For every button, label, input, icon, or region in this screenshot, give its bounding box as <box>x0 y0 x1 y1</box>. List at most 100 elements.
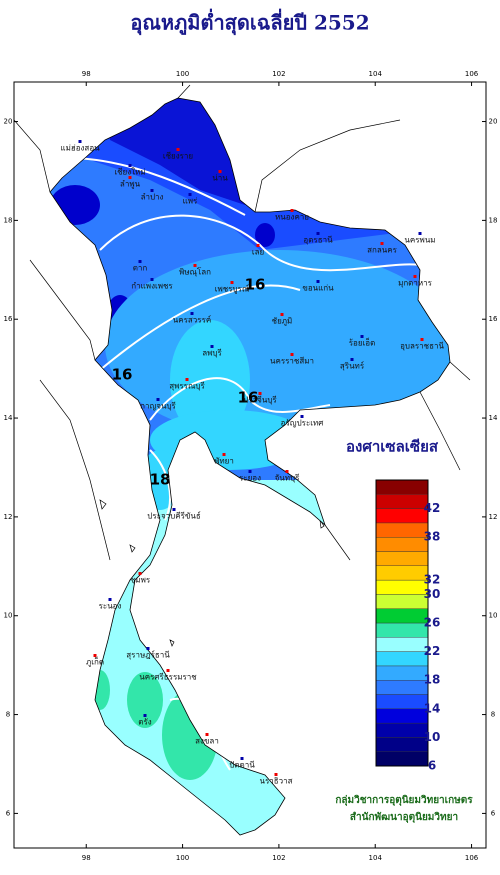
place-label: แพร่ <box>183 197 198 206</box>
legend-swatch <box>375 565 429 581</box>
y-tick-label: 10 <box>4 612 13 620</box>
legend-swatch <box>375 537 429 552</box>
place-label: ตรัง <box>138 718 151 727</box>
place-label: น่าน <box>212 174 228 183</box>
place-label: ประจวบคีรีขันธ์ <box>147 511 201 521</box>
station-dot <box>230 281 234 284</box>
legend-swatch <box>375 665 429 681</box>
place-label: ระยอง <box>239 474 261 483</box>
legend-label: 14 <box>424 701 441 715</box>
x-tick-label: 98 <box>82 854 91 862</box>
station-dot <box>108 598 112 601</box>
legend-swatch <box>375 522 429 538</box>
station-dot <box>248 470 252 473</box>
station-dot <box>78 140 82 143</box>
legend-label: 22 <box>424 644 441 658</box>
station-dot <box>274 773 278 776</box>
place-label: พิษณุโลก <box>179 267 211 277</box>
station-dot <box>222 453 226 456</box>
y-tick-label: 12 <box>489 513 498 521</box>
place-label: ปราจีนบุรี <box>243 396 277 405</box>
legend-label: 30 <box>424 587 441 601</box>
x-tick-label: 106 <box>465 70 479 78</box>
legend-label: 26 <box>424 616 441 630</box>
legend-swatch <box>375 737 429 752</box>
station-dot <box>316 280 320 283</box>
station-dot <box>146 647 150 650</box>
station-dot <box>350 358 354 361</box>
title: อุณหภูมิต่ำสุดเฉลี่ยปี 2552 <box>130 8 369 37</box>
x-tick-label: 98 <box>82 70 91 78</box>
place-label: สุพรรณบุรี <box>169 382 205 391</box>
station-dot <box>166 669 170 672</box>
x-tick-label: 100 <box>176 854 189 862</box>
station-dot <box>190 312 194 315</box>
y-tick-label: 14 <box>489 414 498 422</box>
neighbour-borders <box>13 84 471 647</box>
place-label: นราธิวาส <box>259 777 292 786</box>
place-label: อุบลราชธานี <box>400 342 444 351</box>
place-label: ระนอง <box>99 602 122 611</box>
station-dot <box>280 313 284 316</box>
place-label: เลย <box>252 248 264 257</box>
place-label: เพชรบูรณ์ <box>215 284 250 295</box>
station-dot <box>185 378 189 381</box>
x-tick-label: 106 <box>465 854 479 862</box>
place-label: นครศรีธรรมราช <box>139 673 197 682</box>
x-tick-label: 102 <box>272 854 285 862</box>
legend-label: 10 <box>424 730 441 744</box>
station-dot <box>143 714 147 717</box>
station-dot <box>193 264 197 267</box>
place-label: นครราชสีมา <box>270 357 314 366</box>
station-dot <box>316 232 320 235</box>
place-label: ลพบุรี <box>202 349 222 358</box>
station-dot <box>138 572 142 575</box>
station-dot <box>128 164 132 167</box>
station-dot <box>258 392 262 395</box>
station-dot <box>93 654 97 657</box>
y-tick-label: 8 <box>6 711 10 719</box>
station-dot <box>172 508 176 511</box>
x-tick-label: 104 <box>369 854 383 862</box>
legend-swatch <box>375 751 429 767</box>
x-tick-label: 100 <box>176 70 189 78</box>
legend-swatch <box>375 551 429 567</box>
legend-swatch <box>375 680 429 695</box>
place-label: ปัตตานี <box>229 761 255 770</box>
place-label: ลำปาง <box>141 193 164 202</box>
station-dot <box>300 415 304 418</box>
station-dot <box>138 260 142 263</box>
place-label: ภูเก็ต <box>86 657 104 668</box>
place-label: สุรินทร์ <box>340 361 365 371</box>
station-dot <box>360 335 364 338</box>
legend-swatch <box>375 594 429 609</box>
legend-swatch <box>375 494 429 509</box>
place-label: นครสวรรค์ <box>173 315 211 325</box>
contour-label: 18 <box>150 471 171 489</box>
legend-swatch <box>375 637 429 652</box>
y-tick-label: 6 <box>6 809 11 817</box>
credit: กลุ่มวิชาการอุตุนิยมวิทยาเกษตร <box>335 794 473 806</box>
y-tick-label: 20 <box>4 118 13 126</box>
y-tick-label: 18 <box>4 216 13 224</box>
x-tick-label: 102 <box>272 70 285 78</box>
place-label: สุราษฎร์ธานี <box>126 650 170 660</box>
station-dot <box>256 244 260 247</box>
place-label: หนองคาย <box>275 213 309 222</box>
station-dot <box>290 209 294 212</box>
station-dot <box>128 176 132 179</box>
legend-title: องศาเซลเซียส <box>346 438 439 456</box>
credit: สำนักพัฒนาอุตุนิยมวิทยา <box>350 811 458 823</box>
y-tick-label: 16 <box>489 315 498 323</box>
station-dot <box>150 189 154 192</box>
station-dot <box>240 757 244 760</box>
contour-label: 16 <box>238 389 259 407</box>
legend-swatch <box>375 608 429 624</box>
place-label: มุกดาหาร <box>398 279 433 288</box>
y-tick-label: 12 <box>4 513 13 521</box>
station-dot <box>413 275 417 278</box>
y-tick-label: 6 <box>491 809 496 817</box>
place-label: กาญจนบุรี <box>140 402 176 411</box>
